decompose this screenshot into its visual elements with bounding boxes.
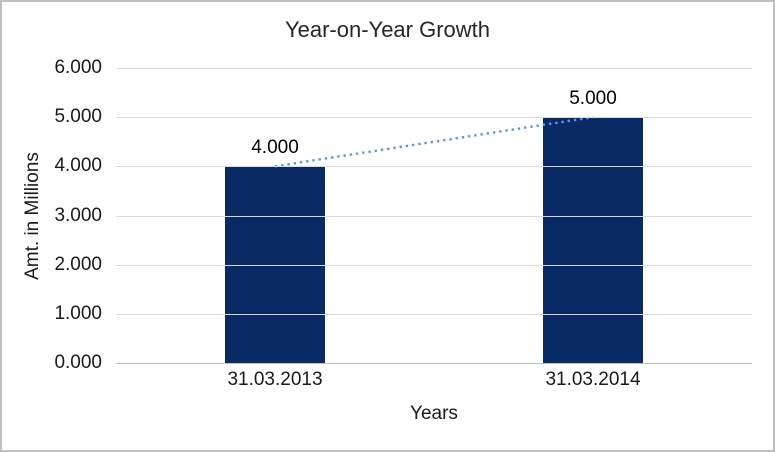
- gridline: [116, 68, 752, 69]
- gridline: [116, 314, 752, 315]
- gridline: [116, 117, 752, 118]
- y-tick-label: 2.000: [54, 254, 102, 275]
- x-axis-line: [116, 363, 752, 364]
- y-tick-label: 6.000: [54, 57, 102, 78]
- y-tick-label: 3.000: [54, 205, 102, 226]
- gridline: [116, 216, 752, 217]
- y-tick-label: 5.000: [54, 106, 102, 127]
- plot-area: [116, 68, 752, 364]
- x-tick-label: 31.03.2013: [227, 369, 323, 390]
- x-axis-title: Years: [410, 403, 458, 424]
- chart-title: Year-on-Year Growth: [284, 17, 491, 42]
- y-tick-label: 1.000: [54, 303, 102, 324]
- gridline: [116, 166, 752, 167]
- y-tick-label: 0.000: [54, 352, 102, 373]
- bar-31.03.2013: [225, 166, 325, 363]
- data-label: 5.000: [569, 88, 617, 109]
- x-tick-label: 31.03.2014: [545, 369, 641, 390]
- data-label: 4.000: [251, 137, 299, 158]
- gridline: [116, 265, 752, 266]
- bar-31.03.2014: [543, 117, 643, 363]
- y-tick-label: 4.000: [54, 155, 102, 176]
